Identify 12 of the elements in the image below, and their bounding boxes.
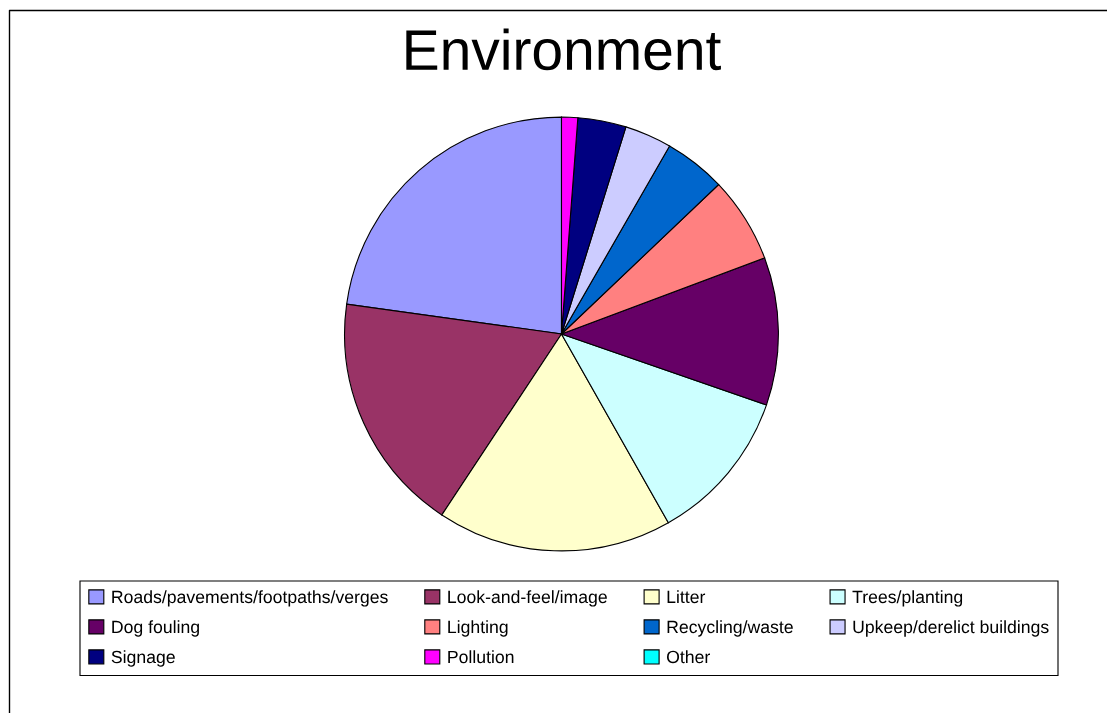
- legend-label: Roads/pavements/footpaths/verges: [112, 590, 388, 607]
- legend-label: Pollution: [448, 650, 514, 664]
- legend-label: Recycling/waste: [667, 620, 793, 637]
- chart-title: Environment: [406, 28, 721, 71]
- legend-label: Look-and-feel/image: [448, 590, 607, 607]
- legend-label: Signage: [111, 650, 175, 667]
- legend-label: Litter: [667, 590, 706, 604]
- legend-label: Other: [666, 650, 710, 664]
- legend-label: Trees/planting: [852, 590, 963, 607]
- legend-label: Lighting: [448, 620, 508, 637]
- legend-label: Upkeep/derelict buildings: [853, 620, 1049, 637]
- legend-label: Dog fouling: [112, 620, 199, 637]
